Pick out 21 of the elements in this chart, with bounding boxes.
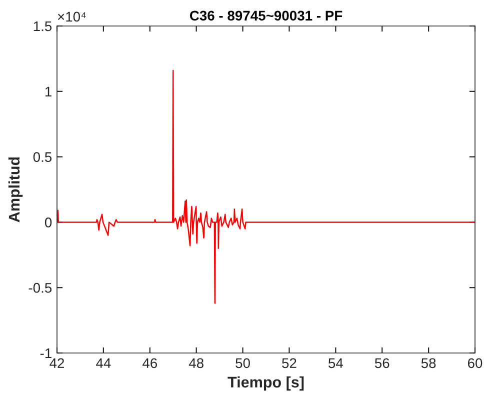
x-axis-title: Tiempo [s] xyxy=(228,376,304,391)
y-tick-label: -0.5 xyxy=(28,282,52,293)
y-axis-title: Amplitud xyxy=(8,157,23,222)
y-tick-label: 1.5 xyxy=(34,21,52,32)
x-tick-label: 48 xyxy=(188,358,204,368)
x-tick-label: 58 xyxy=(421,358,436,368)
y-tick-label: 0.5 xyxy=(33,152,52,162)
y-tick-label: -1 xyxy=(40,348,52,358)
x-tick-label: 42 xyxy=(50,358,64,368)
text: ×10⁴ xyxy=(58,12,86,22)
line-series xyxy=(57,70,475,304)
y-tick-label: 1 xyxy=(45,86,52,96)
y-tick-label: 0 xyxy=(44,218,52,228)
chart-title: C36 - 89745~90031 - PF xyxy=(190,10,342,21)
x-tick-label: 46 xyxy=(142,358,158,368)
x-tick-label: 52 xyxy=(282,358,296,368)
x-tick-label: 60 xyxy=(468,358,482,368)
x-tick-label: 56 xyxy=(374,358,390,368)
x-tick-label: 54 xyxy=(328,358,343,368)
x-tick-label: 44 xyxy=(96,358,111,368)
x-tick-label: 50 xyxy=(236,358,250,368)
